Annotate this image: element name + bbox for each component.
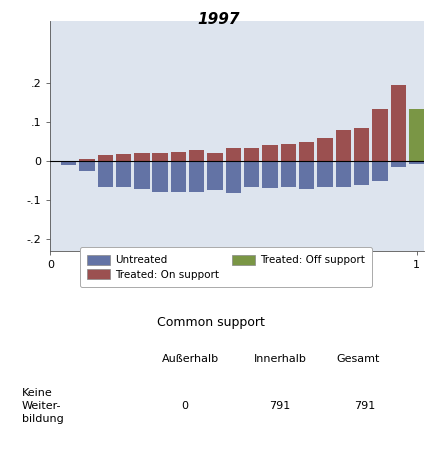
Bar: [244, 161, 260, 186]
Text: 791: 791: [354, 402, 375, 412]
Text: Keine
Weiter-
bildung: Keine Weiter- bildung: [22, 388, 64, 424]
X-axis label: Propensity Score: Propensity Score: [188, 274, 286, 287]
Bar: [354, 128, 369, 161]
Bar: [372, 109, 388, 161]
Bar: [354, 161, 369, 185]
Bar: [79, 161, 94, 171]
Bar: [226, 149, 241, 161]
Bar: [97, 156, 113, 161]
Bar: [189, 150, 205, 161]
Bar: [171, 151, 186, 161]
Bar: [97, 161, 113, 186]
Bar: [409, 161, 424, 165]
Bar: [336, 161, 351, 186]
Bar: [317, 161, 333, 186]
Bar: [317, 138, 333, 161]
Bar: [226, 161, 241, 193]
Bar: [299, 161, 314, 189]
Bar: [372, 161, 388, 181]
Bar: [153, 161, 168, 193]
Bar: [281, 161, 296, 186]
Bar: [409, 109, 424, 161]
Bar: [61, 161, 76, 165]
Bar: [134, 161, 149, 189]
Bar: [116, 154, 131, 161]
Bar: [134, 153, 149, 161]
Text: Gesamt: Gesamt: [336, 354, 380, 364]
Bar: [153, 153, 168, 161]
Bar: [281, 144, 296, 161]
Text: Innerhalb: Innerhalb: [253, 354, 306, 364]
Text: 1997: 1997: [197, 12, 240, 27]
Bar: [171, 161, 186, 193]
Bar: [116, 161, 131, 186]
Bar: [391, 161, 406, 167]
Bar: [79, 159, 94, 161]
Bar: [262, 161, 278, 188]
Text: 791: 791: [269, 402, 290, 412]
Bar: [336, 130, 351, 161]
Bar: [262, 145, 278, 161]
Bar: [208, 161, 223, 191]
Bar: [244, 149, 260, 161]
Legend: Untreated, Treated: On support, Treated: Off support: Untreated, Treated: On support, Treated:…: [80, 247, 372, 287]
Text: Außerhalb: Außerhalb: [162, 354, 219, 364]
Bar: [208, 153, 223, 161]
Bar: [299, 142, 314, 161]
Bar: [391, 86, 406, 161]
Bar: [189, 161, 205, 193]
Text: Common support: Common support: [157, 316, 265, 329]
Text: 0: 0: [181, 402, 188, 412]
